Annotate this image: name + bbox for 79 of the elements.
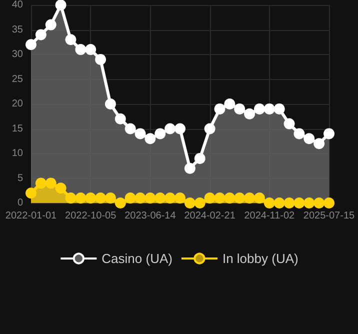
point (234, 192, 246, 204)
point (274, 198, 285, 208)
point (224, 192, 236, 204)
point (26, 188, 36, 199)
point (254, 192, 265, 204)
point (75, 44, 86, 56)
point (164, 192, 176, 204)
y-tick-label: 20 (12, 98, 24, 110)
point (304, 133, 315, 144)
point (174, 192, 186, 204)
legend-label: Casino (UA) (102, 251, 172, 266)
point (124, 123, 136, 134)
point (324, 128, 334, 140)
point (284, 118, 295, 130)
legend-label: In lobby (UA) (222, 251, 298, 266)
point (244, 108, 256, 120)
y-tick-label: 30 (12, 49, 24, 60)
x-tick-label: 2022-10-05 (65, 210, 117, 222)
point (184, 162, 196, 174)
point (55, 0, 66, 10)
y-tick-label: 5 (17, 172, 24, 184)
point (35, 29, 46, 40)
point (214, 103, 226, 114)
point (45, 19, 56, 30)
point (144, 133, 156, 144)
point (234, 103, 246, 114)
y-tick-label: 35 (12, 24, 24, 36)
y-tick-label: 40 (12, 0, 24, 10)
point (284, 198, 295, 208)
point (104, 192, 116, 204)
y-tick-label: 15 (12, 123, 24, 134)
point (154, 192, 166, 204)
x-tick-label: 2022-01-01 (5, 210, 58, 222)
point (144, 192, 156, 204)
point (65, 192, 76, 204)
point (264, 198, 275, 208)
point (55, 182, 66, 194)
point (35, 178, 46, 189)
point (75, 192, 86, 204)
point (95, 192, 106, 204)
y-tick-label: 0 (17, 198, 24, 208)
point (134, 192, 146, 204)
point (65, 34, 76, 46)
point (264, 103, 275, 114)
point (194, 198, 206, 208)
point (85, 44, 96, 56)
point (174, 123, 186, 134)
point (204, 123, 216, 134)
point (304, 198, 315, 208)
point (95, 54, 106, 65)
point (104, 98, 116, 110)
point (134, 128, 146, 140)
point (254, 103, 265, 114)
x-tick-label: 2025-07-15 (303, 210, 356, 222)
x-tick-label: 2024-11-02 (244, 210, 296, 222)
point (204, 192, 216, 204)
point (314, 138, 325, 150)
point (294, 198, 305, 208)
point (85, 192, 96, 204)
point (124, 192, 136, 204)
point (294, 128, 305, 140)
point (214, 192, 226, 204)
y-tick-label: 10 (12, 148, 24, 159)
point (224, 98, 236, 110)
point (194, 152, 206, 164)
x-tick-label: 2023-06-14 (124, 210, 176, 222)
point (314, 198, 325, 208)
point (164, 123, 176, 134)
point (154, 128, 166, 140)
point (324, 198, 334, 208)
point (45, 178, 56, 189)
point (114, 113, 126, 124)
point (274, 103, 285, 114)
y-tick-label: 25 (12, 74, 24, 85)
point (184, 198, 196, 208)
point (244, 192, 256, 204)
x-tick-label: 2024-02-21 (184, 210, 236, 222)
point (26, 39, 36, 50)
point (114, 198, 126, 208)
